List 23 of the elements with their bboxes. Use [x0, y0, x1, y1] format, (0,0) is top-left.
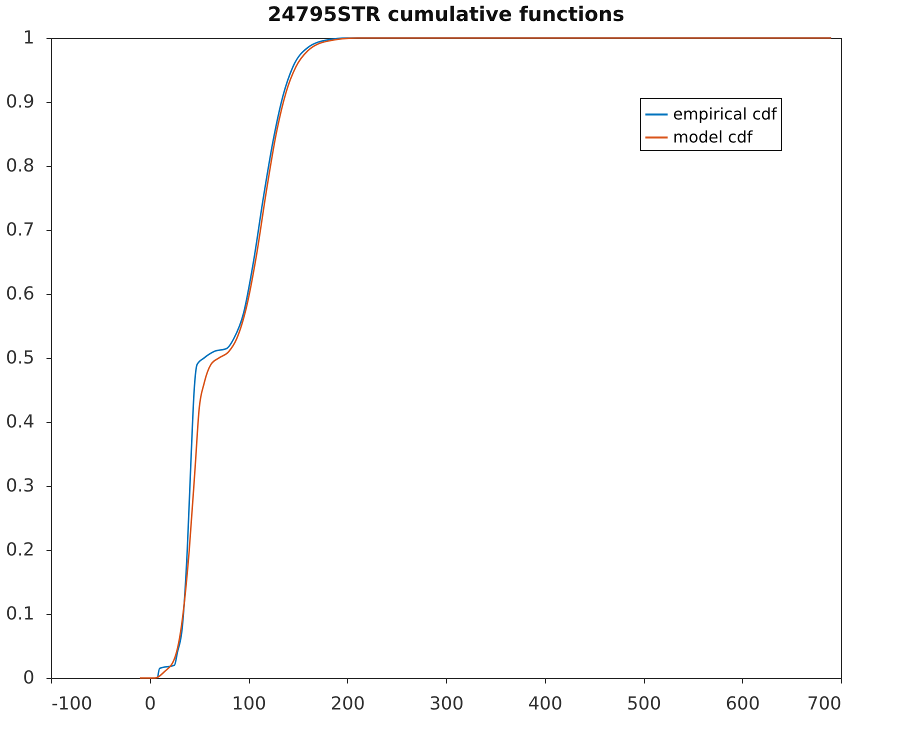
x-tick-label: 400: [528, 694, 562, 714]
legend-label: model cdf: [673, 128, 753, 146]
x-tick-label: 200: [330, 694, 365, 714]
y-tick-label: 0.1: [6, 604, 34, 624]
y-tick-label: 0.4: [6, 412, 34, 432]
legend-label: empirical cdf: [673, 104, 778, 124]
x-tick-label: 500: [626, 694, 662, 714]
x-tick-label: 100: [232, 694, 266, 714]
x-tick-label: 0: [144, 694, 156, 714]
chart-title: 24795STR cumulative functions: [268, 2, 624, 26]
y-tick-label: 0.3: [6, 476, 34, 496]
y-tick-label: 0.2: [6, 540, 34, 560]
x-tick-label: 700: [807, 694, 842, 714]
y-tick-label: 0.9: [6, 92, 34, 112]
y-tick-label: 0.6: [6, 284, 34, 304]
x-tick-label: 300: [429, 694, 464, 714]
y-tick-label: 1: [23, 28, 34, 48]
y-tick-label: 0.8: [6, 156, 34, 176]
y-tick-label: 0.7: [6, 220, 34, 240]
y-tick-label: 0: [23, 668, 34, 688]
y-tick-label: 0.5: [6, 348, 34, 368]
x-tick-label: 600: [726, 694, 760, 714]
x-tick-label: -100: [52, 694, 92, 714]
